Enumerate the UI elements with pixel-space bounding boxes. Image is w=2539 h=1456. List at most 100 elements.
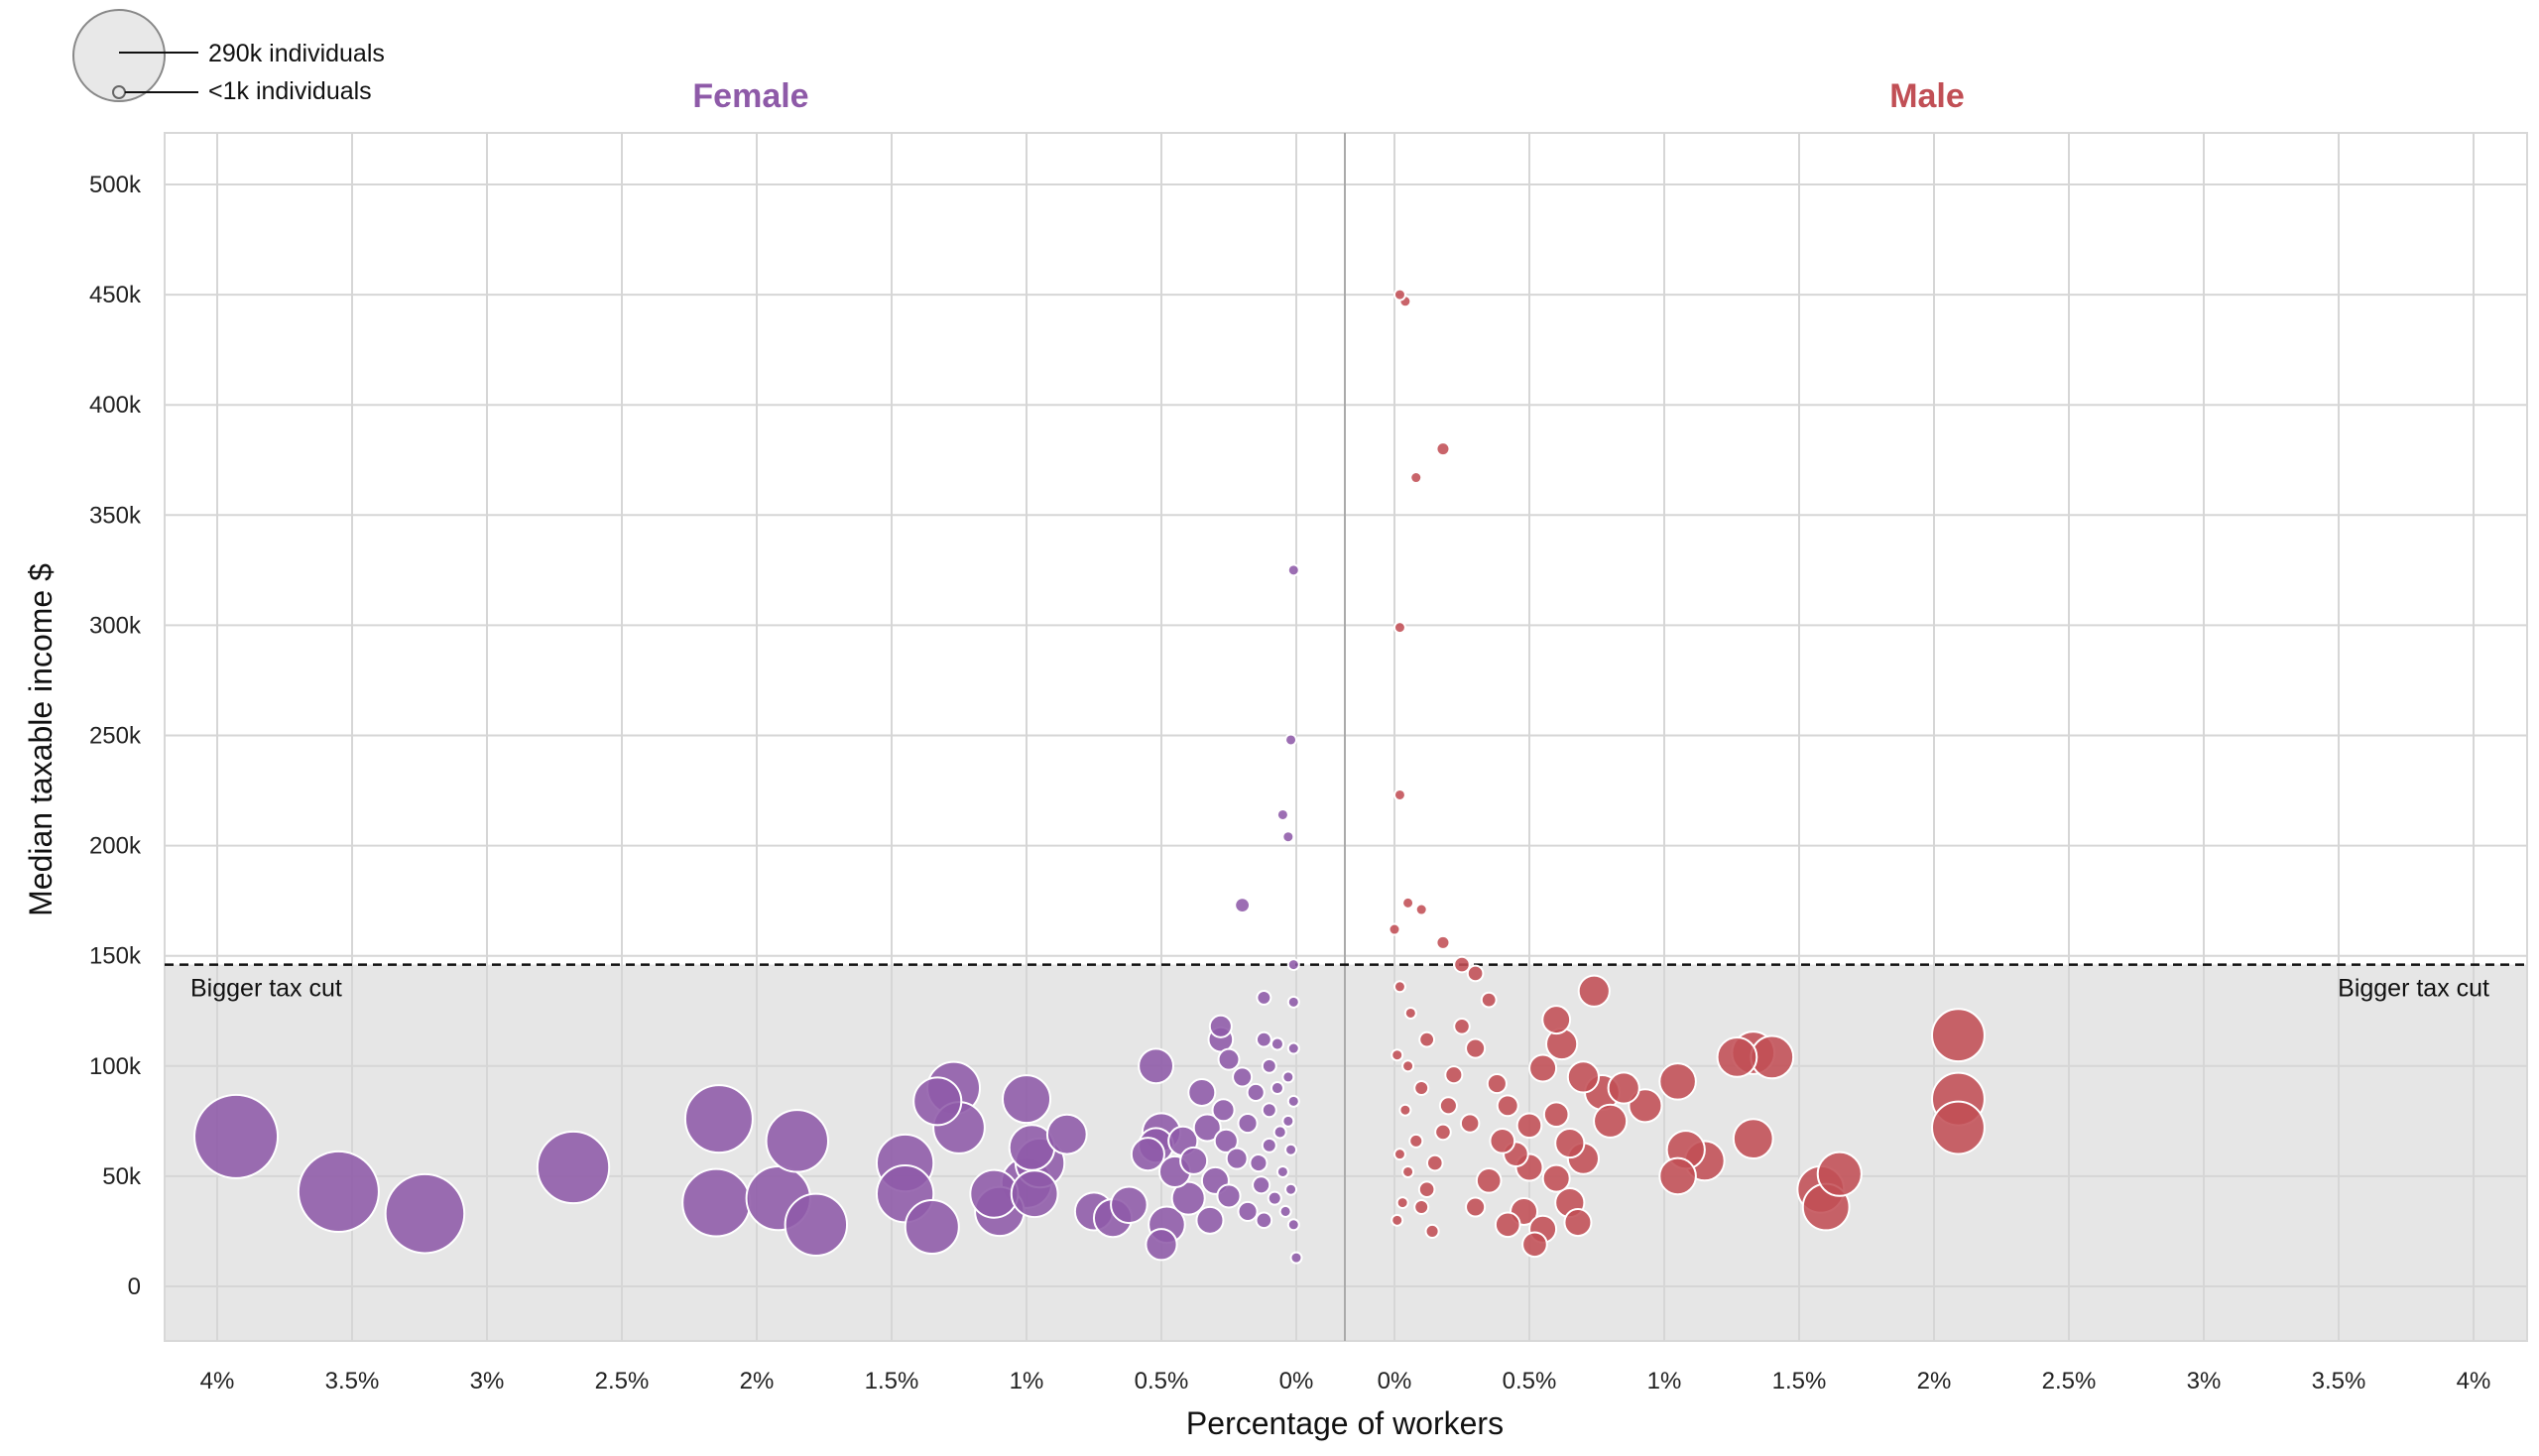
x-tick-label-female: 3% bbox=[470, 1368, 505, 1395]
male-bubble bbox=[1413, 1080, 1430, 1096]
male-bubble bbox=[1931, 1008, 1986, 1063]
male-bubble bbox=[1398, 1103, 1412, 1117]
male-bubble bbox=[1489, 1128, 1516, 1154]
x-tick-label-male: 4% bbox=[2457, 1368, 2491, 1395]
female-bubble bbox=[1213, 1128, 1239, 1153]
female-bubble bbox=[683, 1084, 754, 1154]
x-tick-label-female: 2.5% bbox=[595, 1368, 650, 1395]
female-bubble bbox=[1286, 563, 1300, 577]
x-tick-label-male: 0.5% bbox=[1503, 1368, 1557, 1395]
male-bubble bbox=[1716, 1036, 1758, 1078]
female-bubble bbox=[1246, 1082, 1266, 1103]
bigger-tax-cut-left-label: Bigger tax cut bbox=[190, 975, 342, 1003]
female-bubble bbox=[1286, 958, 1300, 972]
x-tick-label-male: 2% bbox=[1917, 1368, 1952, 1395]
male-bubble bbox=[1434, 1123, 1452, 1142]
x-tick-label-female: 1% bbox=[1010, 1368, 1044, 1395]
female-bubble bbox=[904, 1198, 960, 1256]
male-bubble bbox=[1563, 1208, 1593, 1238]
male-bubble bbox=[1401, 896, 1415, 910]
female-bubble bbox=[1179, 1146, 1209, 1175]
female-bubble bbox=[1217, 1047, 1241, 1071]
male-bubble bbox=[1408, 1133, 1424, 1149]
x-tick-label-female: 1.5% bbox=[865, 1368, 919, 1395]
x-tick-label-male: 0% bbox=[1378, 1368, 1412, 1395]
female-bubble bbox=[1281, 1070, 1295, 1084]
male-bubble bbox=[1392, 1148, 1406, 1161]
x-tick-label-male: 3% bbox=[2187, 1368, 2222, 1395]
female-bubble bbox=[1234, 897, 1251, 913]
y-tick-label: 150k bbox=[89, 943, 142, 970]
female-bubble bbox=[1284, 1143, 1298, 1156]
male-bubble bbox=[1475, 1167, 1503, 1194]
female-bubble bbox=[1286, 995, 1300, 1009]
female-bubble bbox=[1281, 830, 1295, 844]
female-bubble bbox=[1208, 1014, 1233, 1038]
legend-large-label: 290k individuals bbox=[208, 40, 385, 67]
y-tick-label: 300k bbox=[89, 612, 142, 639]
male-bubble bbox=[1409, 471, 1423, 485]
male-panel-title: Male bbox=[1889, 77, 1965, 115]
female-bubble bbox=[536, 1130, 611, 1205]
male-bubble bbox=[1392, 288, 1406, 302]
female-bubble bbox=[1211, 1098, 1236, 1123]
male-bubble bbox=[1486, 1073, 1508, 1095]
female-bubble bbox=[1286, 1041, 1300, 1055]
male-bubble bbox=[1496, 1094, 1519, 1118]
male-bubble bbox=[1541, 1163, 1571, 1193]
female-bubble bbox=[912, 1076, 963, 1127]
male-bubble bbox=[1388, 922, 1401, 936]
female-bubble bbox=[784, 1192, 849, 1257]
x-tick-label-male: 2.5% bbox=[2042, 1368, 2097, 1395]
female-bubble bbox=[1130, 1137, 1165, 1172]
y-tick-label: 100k bbox=[89, 1053, 142, 1080]
male-bubble bbox=[1521, 1231, 1548, 1259]
female-bubble bbox=[1278, 1204, 1292, 1218]
male-bubble bbox=[1418, 1031, 1436, 1048]
x-tick-label-female: 0% bbox=[1279, 1368, 1314, 1395]
axes: 0 50k 100k 150k 200k 250k 300k 350k 400k 450k 500k… bbox=[89, 172, 2490, 1395]
male-bubble bbox=[1459, 1113, 1481, 1134]
y-tick-label: 400k bbox=[89, 392, 142, 419]
male-bubble bbox=[1466, 964, 1485, 983]
female-bubble bbox=[193, 1093, 280, 1179]
male-bubble bbox=[1403, 1006, 1417, 1020]
female-bubble bbox=[1289, 1251, 1303, 1265]
male-bubble bbox=[1435, 441, 1451, 457]
legend-large-circle bbox=[72, 9, 166, 102]
male-bubble bbox=[1577, 974, 1611, 1008]
male-bubble bbox=[1542, 1101, 1570, 1129]
male-bubble bbox=[1424, 1223, 1440, 1239]
male-bubble bbox=[1465, 1037, 1487, 1059]
male-bubble bbox=[1417, 1180, 1436, 1199]
female-bubble bbox=[1237, 1200, 1259, 1223]
female-bubble bbox=[1252, 1175, 1271, 1195]
female-bubble bbox=[1272, 1125, 1287, 1140]
x-axis-title: Percentage of workers bbox=[1186, 1405, 1504, 1441]
male-bubble bbox=[1390, 1048, 1404, 1062]
x-tick-label-female: 4% bbox=[200, 1368, 235, 1395]
y-tick-label: 0 bbox=[128, 1274, 141, 1300]
legend-small-circle bbox=[112, 85, 126, 99]
x-tick-label-male: 3.5% bbox=[2312, 1368, 2366, 1395]
female-bubble bbox=[1225, 1147, 1249, 1170]
y-tick-label: 200k bbox=[89, 833, 142, 860]
x-tick-label-male: 1.5% bbox=[1772, 1368, 1827, 1395]
male-bubble bbox=[1528, 1053, 1558, 1083]
y-tick-label: 250k bbox=[89, 723, 142, 750]
male-bubble bbox=[1554, 1127, 1586, 1159]
male-bubble bbox=[1732, 1118, 1774, 1160]
female-bubble bbox=[1045, 1113, 1088, 1155]
male-bubble bbox=[1401, 1059, 1415, 1073]
male-bubble bbox=[1453, 1018, 1471, 1035]
male-bubble bbox=[1435, 934, 1451, 950]
female-bubble bbox=[1261, 1057, 1277, 1074]
female-bubble bbox=[1255, 1031, 1272, 1048]
y-tick-label: 50k bbox=[102, 1163, 142, 1190]
female-bubble bbox=[1145, 1228, 1178, 1262]
male-bubble bbox=[1658, 1156, 1697, 1196]
male-bubble bbox=[1931, 1100, 1986, 1155]
male-bubble bbox=[1816, 1151, 1863, 1197]
female-panel-title: Female bbox=[692, 77, 808, 115]
x-tick-label-female: 0.5% bbox=[1135, 1368, 1189, 1395]
